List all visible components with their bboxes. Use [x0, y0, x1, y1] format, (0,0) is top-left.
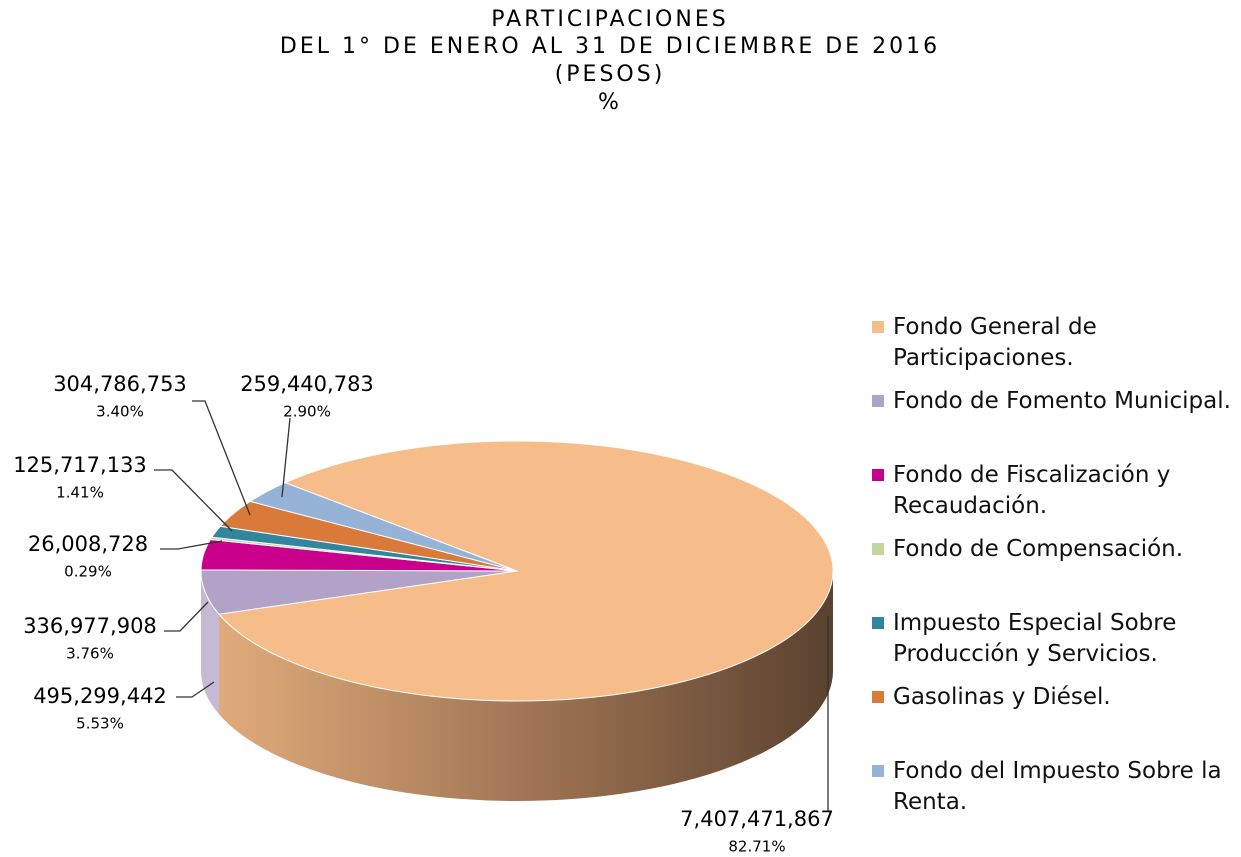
value-label: 125,717,133: [13, 453, 147, 477]
legend-label: Fondo de Fiscalización y Recaudación.: [893, 462, 1171, 519]
legend-label: Fondo General de Participaciones.: [893, 314, 1097, 371]
value-label: 259,440,783: [240, 372, 374, 396]
chart-title: (PESOS): [555, 62, 666, 87]
leader-line: [281, 417, 291, 498]
legend-label: Fondo del Impuesto Sobre la Renta.: [893, 758, 1222, 815]
chart-title: DEL 1° DE ENERO AL 31 DE DICIEMBRE DE 20…: [280, 34, 940, 59]
value-label: 336,977,908: [23, 614, 157, 638]
legend-swatch: [872, 321, 884, 333]
chart-title: PARTICIPACIONES: [491, 7, 728, 32]
value-label: 495,299,442: [33, 684, 167, 708]
legend-item: Fondo de Compensación.: [872, 534, 1241, 608]
legend-swatch: [872, 691, 884, 703]
leader-line: [160, 540, 223, 550]
value-label: 304,786,753: [53, 372, 187, 396]
slice: [218, 440, 834, 702]
percent-label: 1.41%: [56, 484, 104, 502]
legend-item: Fondo del Impuesto Sobre la Renta.: [872, 756, 1241, 830]
percent-label: 2.90%: [283, 403, 331, 421]
value-label: 26,008,728: [28, 532, 148, 556]
percent-label: 3.76%: [66, 645, 114, 663]
legend-label: Impuesto Especial Sobre Producción y Ser…: [893, 610, 1177, 667]
legend-swatch: [872, 543, 884, 555]
legend-label: Gasolinas y Diésel.: [893, 684, 1111, 710]
percent-label: 82.71%: [728, 838, 785, 856]
slice: [248, 482, 518, 572]
legend-item: Fondo de Fomento Municipal.: [872, 386, 1241, 460]
legend-swatch: [872, 765, 884, 777]
percent-label: 3.40%: [96, 403, 144, 421]
legend-swatch: [872, 469, 884, 481]
percent-label: 5.53%: [76, 715, 124, 733]
legend: Fondo General de Participaciones. Fondo d…: [872, 312, 1241, 830]
legend-swatch: [872, 395, 884, 407]
legend-item: Fondo de Fiscalización y Recaudación.: [872, 460, 1241, 534]
legend-item: Impuesto Especial Sobre Producción y Ser…: [872, 608, 1241, 682]
slice-side: [219, 571, 833, 801]
legend-item: Gasolinas y Diésel.: [872, 682, 1241, 756]
legend-item: Fondo General de Participaciones.: [872, 312, 1241, 386]
leader-line: [164, 601, 209, 632]
slice-side: [201, 571, 220, 715]
percent-label: 0.29%: [64, 563, 112, 581]
chart-title: %: [598, 90, 622, 115]
leader-line: [192, 400, 251, 516]
leader-line: [176, 681, 215, 698]
leader-line: [154, 469, 233, 532]
legend-swatch: [872, 617, 884, 629]
value-label: 7,407,471,867: [680, 807, 834, 831]
legend-label: Fondo de Fomento Municipal.: [893, 388, 1231, 414]
legend-label: Fondo de Compensación.: [893, 536, 1184, 562]
